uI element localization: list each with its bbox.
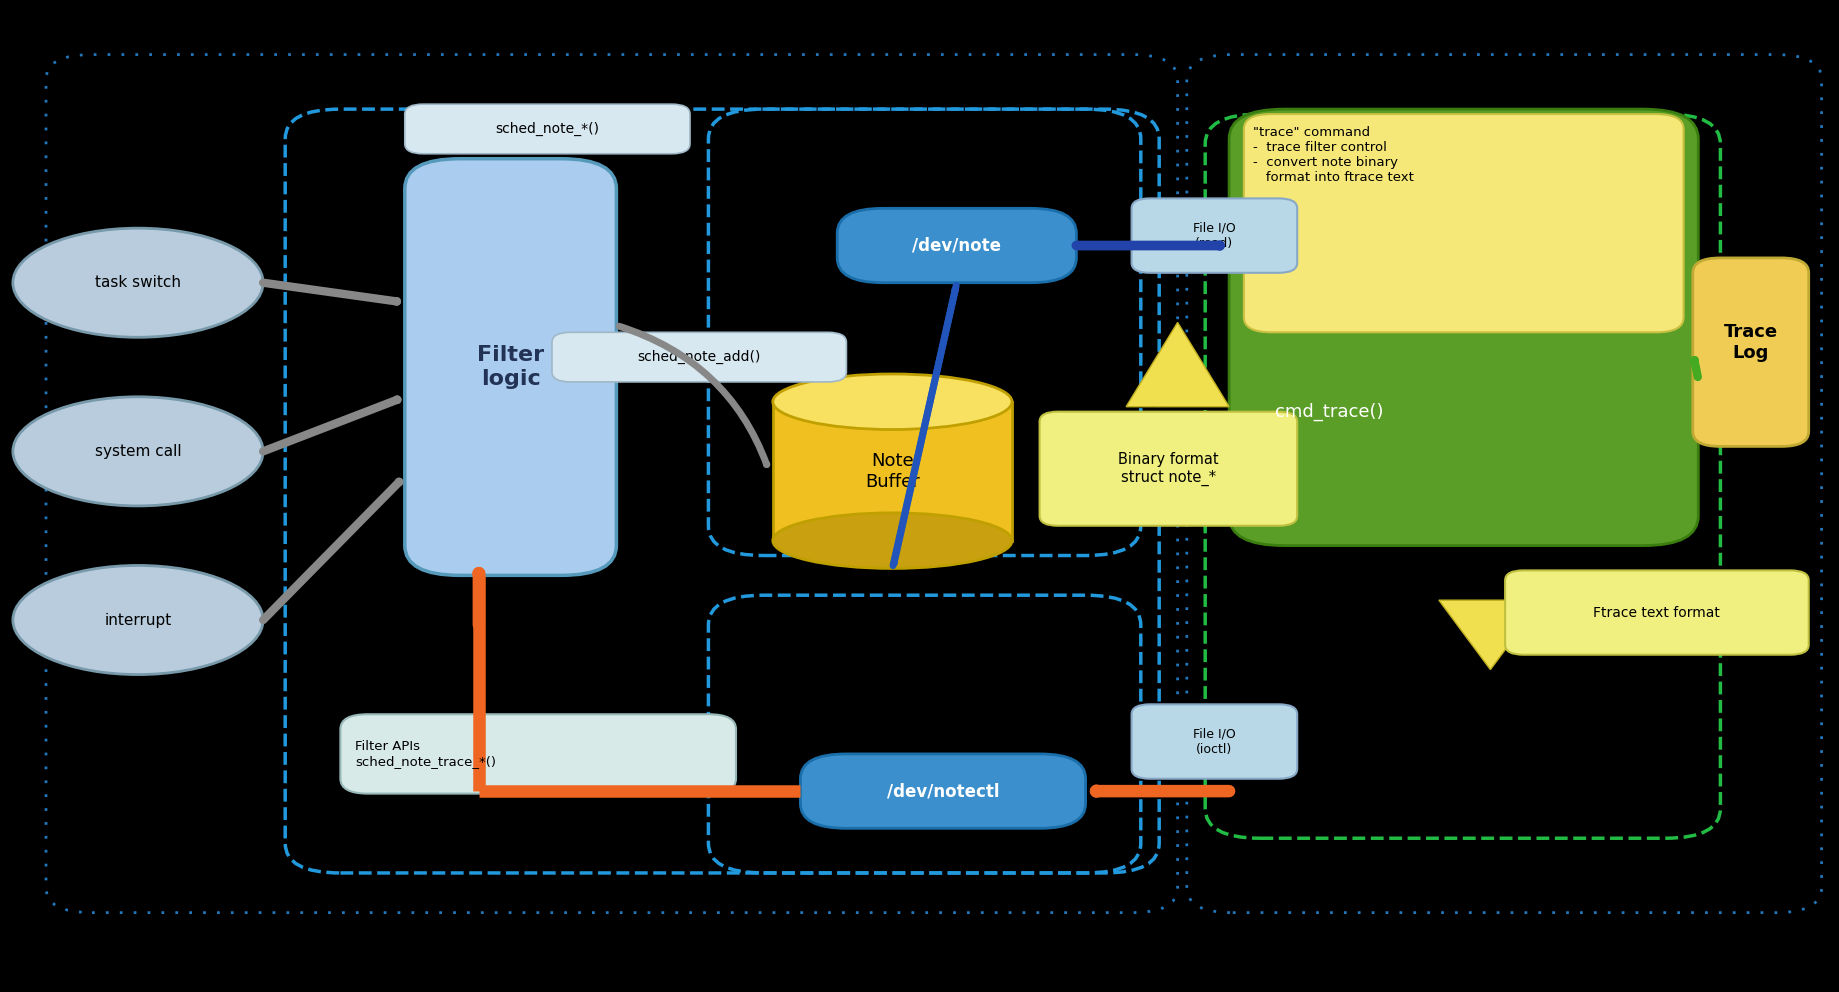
FancyBboxPatch shape bbox=[405, 104, 690, 154]
Ellipse shape bbox=[772, 374, 1011, 430]
FancyBboxPatch shape bbox=[340, 714, 736, 794]
Text: Note
Buffer: Note Buffer bbox=[864, 451, 920, 491]
Text: /dev/note: /dev/note bbox=[912, 236, 1000, 255]
Ellipse shape bbox=[772, 513, 1011, 568]
Text: Trace
Log: Trace Log bbox=[1723, 322, 1776, 362]
Text: cmd_trace(): cmd_trace() bbox=[1274, 403, 1383, 421]
FancyBboxPatch shape bbox=[1131, 704, 1296, 779]
Text: sched_note_*(): sched_note_*() bbox=[495, 122, 600, 136]
FancyBboxPatch shape bbox=[800, 754, 1085, 828]
Text: system call: system call bbox=[94, 443, 182, 459]
FancyBboxPatch shape bbox=[1039, 412, 1296, 526]
FancyBboxPatch shape bbox=[405, 159, 616, 575]
Text: "trace" command
-  trace filter control
-  convert note binary
   format into ft: "trace" command - trace filter control -… bbox=[1252, 126, 1412, 184]
FancyBboxPatch shape bbox=[552, 332, 846, 382]
FancyBboxPatch shape bbox=[1228, 109, 1697, 546]
FancyBboxPatch shape bbox=[1504, 570, 1808, 655]
Polygon shape bbox=[1438, 600, 1541, 670]
Text: sched_note_add(): sched_note_add() bbox=[636, 350, 761, 364]
Text: Filter APIs
sched_note_trace_*(): Filter APIs sched_note_trace_*() bbox=[355, 740, 497, 768]
Bar bbox=[772, 402, 1011, 541]
Text: File I/O
(ioctl): File I/O (ioctl) bbox=[1192, 727, 1236, 756]
FancyBboxPatch shape bbox=[1692, 258, 1808, 446]
FancyBboxPatch shape bbox=[1131, 198, 1296, 273]
Ellipse shape bbox=[13, 565, 263, 675]
Polygon shape bbox=[1125, 322, 1228, 407]
FancyBboxPatch shape bbox=[837, 208, 1076, 283]
Text: task switch: task switch bbox=[96, 275, 180, 291]
Text: interrupt: interrupt bbox=[105, 612, 171, 628]
Text: Ftrace text format: Ftrace text format bbox=[1593, 605, 1719, 620]
Text: /dev/notectl: /dev/notectl bbox=[886, 782, 999, 801]
Text: File I/O
(read): File I/O (read) bbox=[1192, 221, 1236, 250]
Ellipse shape bbox=[13, 397, 263, 506]
Text: Binary format
struct note_*: Binary format struct note_* bbox=[1118, 452, 1217, 485]
FancyBboxPatch shape bbox=[1243, 114, 1683, 332]
Ellipse shape bbox=[13, 228, 263, 337]
Text: Filter
logic: Filter logic bbox=[476, 345, 544, 389]
